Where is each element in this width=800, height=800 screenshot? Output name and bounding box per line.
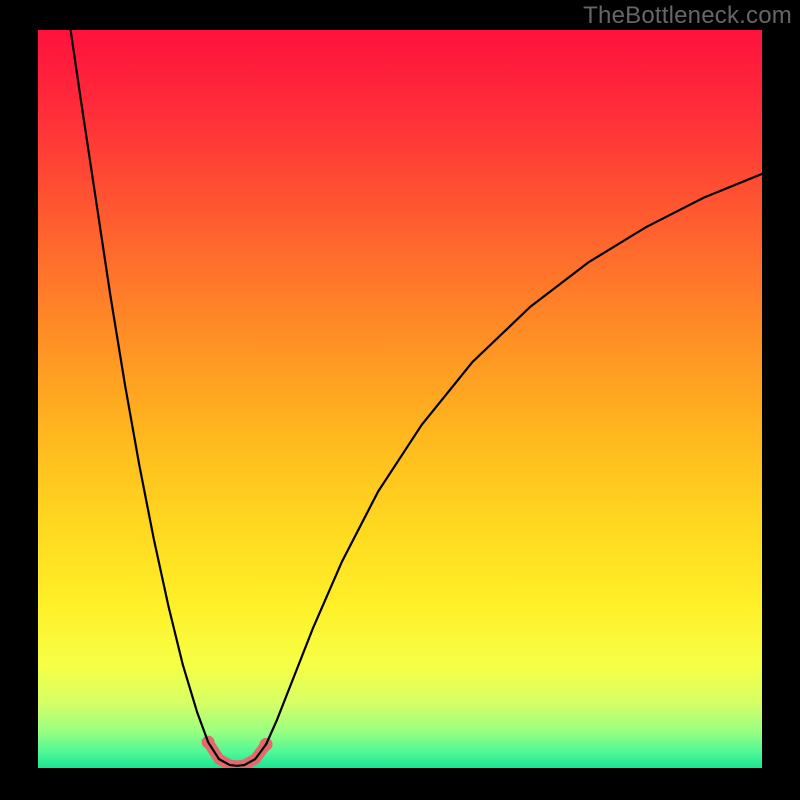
stage: TheBottleneck.com <box>0 0 800 800</box>
plot-area <box>38 30 762 768</box>
watermark-text: TheBottleneck.com <box>583 2 792 30</box>
chart-svg <box>0 0 800 800</box>
